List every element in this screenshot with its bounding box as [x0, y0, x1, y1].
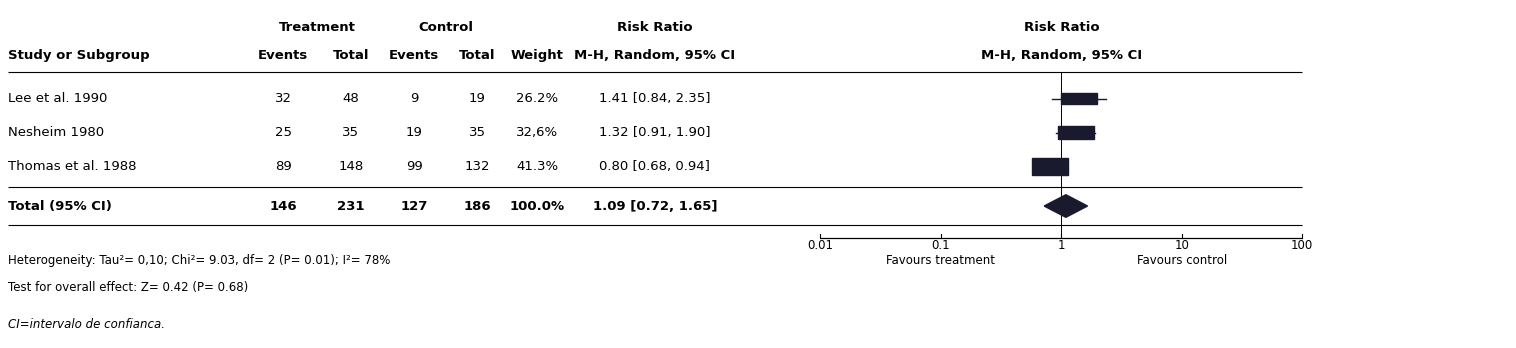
Text: 32,6%: 32,6%: [517, 126, 558, 139]
Text: Total: Total: [459, 49, 496, 62]
Text: Control: Control: [418, 21, 473, 33]
Text: 35: 35: [468, 126, 485, 139]
Text: 186: 186: [464, 199, 491, 213]
Text: 19: 19: [468, 92, 485, 105]
Bar: [1061, 93, 1098, 104]
Text: 1.32 [0.91, 1.90]: 1.32 [0.91, 1.90]: [599, 126, 711, 139]
Text: Thomas et al. 1988: Thomas et al. 1988: [8, 160, 136, 173]
Text: Events: Events: [258, 49, 308, 62]
Text: 132: 132: [464, 160, 490, 173]
Text: 10: 10: [1175, 239, 1189, 252]
Text: 100.0%: 100.0%: [509, 199, 565, 213]
Text: 35: 35: [343, 126, 359, 139]
Text: 148: 148: [338, 160, 364, 173]
Text: 0.80 [0.68, 0.94]: 0.80 [0.68, 0.94]: [599, 160, 711, 173]
Text: 100: 100: [1292, 239, 1313, 252]
Text: 25: 25: [274, 126, 291, 139]
Text: 1.09 [0.72, 1.65]: 1.09 [0.72, 1.65]: [593, 199, 717, 213]
Text: 0.1: 0.1: [932, 239, 951, 252]
Text: Study or Subgroup: Study or Subgroup: [8, 49, 149, 62]
Polygon shape: [1045, 195, 1087, 217]
Text: 231: 231: [337, 199, 364, 213]
Text: Nesheim 1980: Nesheim 1980: [8, 126, 103, 139]
Text: Total (95% CI): Total (95% CI): [8, 199, 112, 213]
Text: 26.2%: 26.2%: [517, 92, 558, 105]
Bar: [1031, 158, 1067, 175]
Text: 146: 146: [270, 199, 297, 213]
Text: M-H, Random, 95% CI: M-H, Random, 95% CI: [981, 49, 1142, 62]
Bar: [1058, 126, 1095, 139]
Text: 99: 99: [406, 160, 423, 173]
Text: 0.01: 0.01: [808, 239, 834, 252]
Text: 127: 127: [400, 199, 428, 213]
Text: Treatment: Treatment: [279, 21, 355, 33]
Text: 19: 19: [406, 126, 423, 139]
Text: Total: Total: [332, 49, 368, 62]
Text: Favours control: Favours control: [1137, 254, 1226, 267]
Text: Favours treatment: Favours treatment: [887, 254, 996, 267]
Text: M-H, Random, 95% CI: M-H, Random, 95% CI: [575, 49, 735, 62]
Text: Test for overall effect: Z= 0.42 (P= 0.68): Test for overall effect: Z= 0.42 (P= 0.6…: [8, 280, 247, 293]
Text: Risk Ratio: Risk Ratio: [617, 21, 693, 33]
Text: Heterogeneity: Tau²= 0,10; Chi²= 9.03, df= 2 (P= 0.01); I²= 78%: Heterogeneity: Tau²= 0,10; Chi²= 9.03, d…: [8, 254, 390, 267]
Text: Risk Ratio: Risk Ratio: [1023, 21, 1099, 33]
Text: 9: 9: [409, 92, 418, 105]
Text: 41.3%: 41.3%: [517, 160, 558, 173]
Text: 48: 48: [343, 92, 359, 105]
Text: 32: 32: [274, 92, 291, 105]
Text: Events: Events: [390, 49, 440, 62]
Text: 1: 1: [1058, 239, 1066, 252]
Text: Weight: Weight: [511, 49, 564, 62]
Text: Lee et al. 1990: Lee et al. 1990: [8, 92, 108, 105]
Text: 1.41 [0.84, 2.35]: 1.41 [0.84, 2.35]: [599, 92, 711, 105]
Text: 89: 89: [274, 160, 291, 173]
Text: CI=intervalo de confianca.: CI=intervalo de confianca.: [8, 318, 165, 331]
